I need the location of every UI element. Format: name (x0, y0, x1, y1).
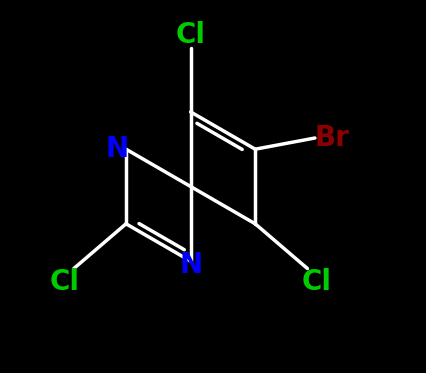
Text: Cl: Cl (302, 267, 332, 296)
Text: Cl: Cl (49, 267, 80, 296)
Text: N: N (179, 251, 202, 279)
Text: Cl: Cl (176, 21, 206, 50)
Text: N: N (105, 135, 128, 163)
Text: Br: Br (314, 124, 349, 152)
